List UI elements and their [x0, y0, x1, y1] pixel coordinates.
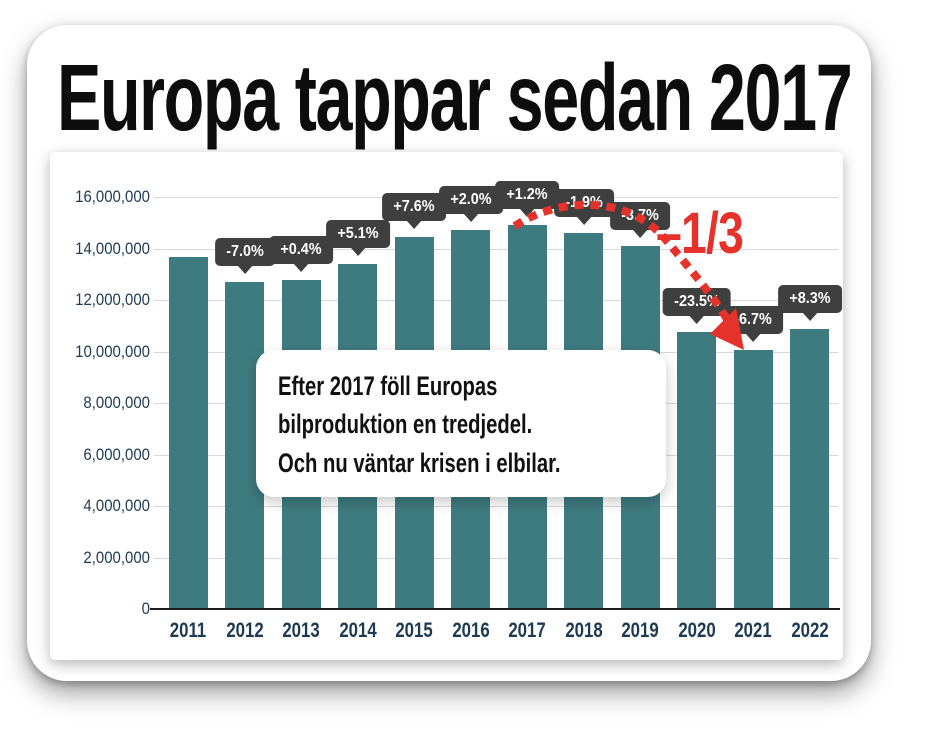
pct-change-callout-2014: +5.1%: [325, 219, 390, 248]
pct-change-callout-2015: +7.6%: [382, 193, 447, 222]
note-line-1: Efter 2017 föll Europas: [278, 371, 498, 401]
pct-change-callout-2016: +2.0%: [438, 185, 503, 214]
gridline: [154, 248, 838, 250]
drop-fraction-label: –1/3: [656, 201, 744, 266]
x-axis-label-2018: 2018: [565, 619, 603, 642]
page-title: Europa tappar sedan 2017: [57, 45, 853, 151]
chart-panel: 0 2,000,000 4,000,000 6,000,000 8,000,000 10,…: [50, 152, 843, 660]
x-axis-label-2014: 2014: [339, 619, 377, 642]
y-axis-tick-label: 4,000,000: [83, 496, 150, 515]
note-box: Efter 2017 föll Europas bilproduktion en…: [256, 350, 666, 497]
x-axis-label-2011: 2011: [170, 619, 207, 642]
bar-2022: [790, 328, 830, 609]
infographic-card: Europa tappar sedan 2017 0 2,000,000 4,000…: [27, 25, 871, 681]
y-axis-tick-label: 10,000,000: [75, 341, 150, 361]
y-axis-tick-label: 0: [141, 599, 150, 618]
pct-change-callout-2018: -1.9%: [553, 188, 614, 217]
note-line-2: bilproduktion en tredjedel.: [278, 409, 533, 440]
gridline: [154, 557, 838, 559]
pct-change-callout-2021: -6.7%: [723, 306, 784, 335]
y-axis-tick-label: 14,000,000: [75, 238, 150, 258]
x-axis-label-2012: 2012: [226, 619, 264, 642]
y-axis-tick-label: 16,000,000: [75, 187, 150, 206]
y-axis-tick-label: 6,000,000: [83, 444, 150, 464]
y-axis-tick-label: 8,000,000: [83, 393, 150, 412]
x-axis-label-2020: 2020: [678, 619, 716, 642]
bar-2020: [677, 331, 717, 609]
note-line-3: Och nu väntar krisen i elbilar.: [278, 447, 561, 478]
x-axis-label-2016: 2016: [452, 619, 490, 642]
x-axis-label-2019: 2019: [621, 619, 659, 642]
x-axis-label-2021: 2021: [734, 619, 772, 642]
x-axis-line: [150, 608, 840, 610]
x-axis-label-2017: 2017: [508, 619, 546, 642]
y-axis-tick-label: 2,000,000: [83, 547, 150, 567]
x-axis-label-2015: 2015: [395, 619, 433, 642]
gridline: [154, 506, 838, 507]
pct-change-callout-2020: -23.5%: [662, 287, 732, 316]
pct-change-callout-2013: +0.4%: [269, 236, 334, 265]
pct-change-callout-2017: +1.2%: [495, 181, 560, 210]
gridline: [154, 300, 838, 301]
pct-change-callout-2012: -7.0%: [214, 237, 275, 266]
x-axis-label-2022: 2022: [791, 619, 829, 642]
x-axis-label-2013: 2013: [282, 619, 320, 642]
y-axis-tick-label: 12,000,000: [75, 290, 150, 309]
bar-2011: [168, 257, 208, 609]
pct-change-callout-2022: +8.3%: [777, 284, 842, 313]
bar-2021: [733, 350, 773, 609]
